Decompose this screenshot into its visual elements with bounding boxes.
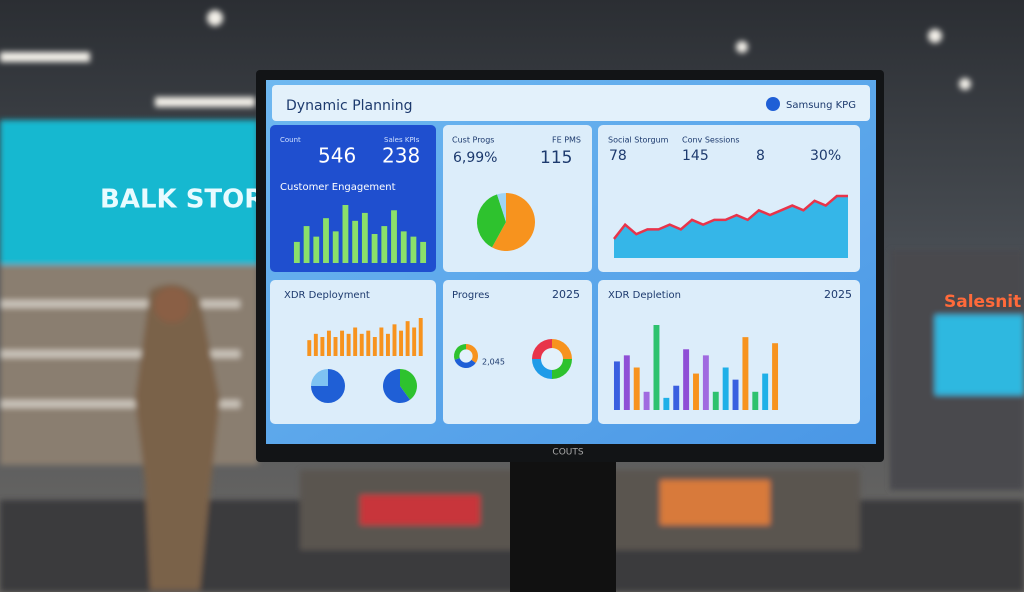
badge-icon bbox=[766, 97, 780, 111]
bar bbox=[399, 330, 404, 356]
stand bbox=[510, 458, 616, 592]
label: 2,045 bbox=[482, 358, 505, 367]
area-line bbox=[613, 194, 848, 240]
label: 6,99% bbox=[453, 150, 497, 166]
screen-title: Dynamic Planning bbox=[286, 98, 413, 114]
label: Cust Progs bbox=[452, 136, 494, 145]
header-bar bbox=[272, 85, 870, 121]
label: Customer Engagement bbox=[280, 182, 396, 193]
bar bbox=[333, 337, 338, 356]
label: 238 bbox=[382, 144, 420, 168]
area bbox=[614, 196, 848, 258]
label: 145 bbox=[682, 148, 709, 164]
pie-slice bbox=[311, 369, 328, 386]
bar bbox=[410, 236, 417, 263]
bar bbox=[663, 397, 670, 410]
bar bbox=[346, 333, 351, 356]
label: 2025 bbox=[552, 288, 580, 301]
bar bbox=[405, 321, 410, 356]
bar bbox=[372, 337, 377, 356]
bar bbox=[307, 340, 312, 356]
panel bbox=[270, 280, 436, 424]
bar bbox=[293, 241, 300, 263]
pie-slice bbox=[492, 193, 535, 252]
bar bbox=[371, 234, 378, 263]
bar bbox=[722, 367, 729, 410]
bar bbox=[342, 205, 349, 263]
pie-slice bbox=[400, 369, 418, 400]
bar bbox=[613, 361, 620, 410]
bar bbox=[359, 333, 364, 356]
bar bbox=[379, 327, 384, 356]
bar bbox=[353, 327, 358, 356]
bar bbox=[623, 355, 630, 410]
bar bbox=[366, 330, 371, 356]
label: Progres bbox=[452, 290, 489, 301]
label: 8 bbox=[756, 148, 765, 164]
bar bbox=[392, 324, 397, 356]
donut-hole bbox=[541, 348, 563, 370]
bar bbox=[772, 343, 779, 410]
bar bbox=[320, 337, 325, 356]
bar bbox=[752, 391, 759, 410]
bar bbox=[673, 385, 680, 410]
bar bbox=[313, 236, 320, 263]
bar bbox=[653, 325, 660, 410]
label: Count bbox=[280, 136, 301, 144]
label: Social Storgum bbox=[608, 136, 669, 145]
bar bbox=[683, 349, 690, 410]
label: XDR Deployment bbox=[284, 290, 370, 301]
label: 2025 bbox=[824, 288, 852, 301]
bar bbox=[326, 330, 331, 356]
label: 115 bbox=[540, 148, 572, 168]
store-sign: BALK STORT bbox=[100, 185, 281, 215]
label: 546 bbox=[318, 144, 356, 168]
bar bbox=[381, 226, 388, 263]
badge: Samsung KPG bbox=[786, 100, 856, 111]
bar bbox=[633, 367, 640, 410]
pie-slice bbox=[497, 193, 506, 222]
bezel-label: COUTS bbox=[552, 448, 583, 458]
bar bbox=[361, 212, 368, 263]
bar bbox=[693, 373, 699, 410]
bar bbox=[742, 337, 749, 410]
bar bbox=[400, 231, 407, 263]
label: FE PMS bbox=[552, 136, 581, 145]
bar bbox=[332, 231, 339, 263]
panels: Count Sales KPIs 546 238 Customer Engagement… bbox=[270, 125, 860, 424]
bar bbox=[712, 391, 719, 410]
bar bbox=[762, 373, 769, 410]
bar bbox=[303, 226, 310, 263]
label: 78 bbox=[609, 148, 627, 164]
label: XDR Depletion bbox=[608, 290, 681, 301]
bar bbox=[340, 330, 345, 356]
label: Sales KPIs bbox=[384, 136, 420, 144]
panel bbox=[598, 280, 860, 424]
panel bbox=[443, 280, 592, 424]
bar bbox=[323, 218, 329, 263]
pie-slice bbox=[477, 194, 506, 248]
bar bbox=[702, 355, 709, 410]
pie-slice bbox=[383, 369, 410, 404]
donut-hole bbox=[459, 349, 473, 363]
bar bbox=[732, 379, 739, 410]
bar bbox=[313, 333, 318, 356]
bar bbox=[412, 327, 417, 356]
label: 30% bbox=[810, 148, 841, 164]
bar bbox=[385, 333, 390, 356]
bar bbox=[391, 210, 397, 263]
bar bbox=[352, 220, 359, 263]
bar bbox=[420, 241, 427, 263]
bar bbox=[418, 318, 423, 356]
label: Conv Sessions bbox=[682, 136, 740, 145]
store-sign: Salesnit bbox=[944, 292, 1021, 312]
bar bbox=[643, 391, 650, 410]
